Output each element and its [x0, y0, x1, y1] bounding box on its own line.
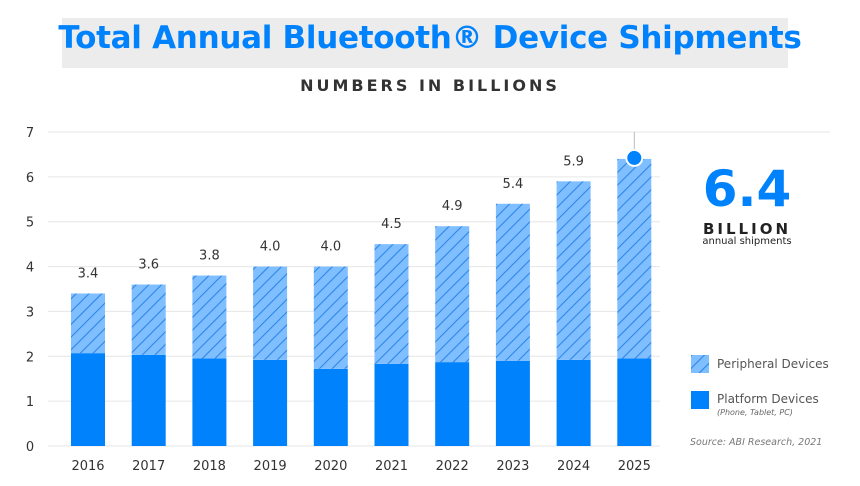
total-label: 5.4 — [503, 177, 524, 192]
x-tick-label: 2021 — [375, 459, 408, 474]
total-label: 4.5 — [381, 217, 402, 232]
legend-note-platform: (Phone, Tablet, PC) — [717, 408, 793, 417]
highlight-marker — [625, 148, 644, 167]
y-tick-label: 0 — [26, 440, 34, 455]
x-tick-label: 2025 — [618, 459, 651, 474]
bar-platform — [617, 358, 652, 446]
bar-platform — [253, 359, 288, 446]
bar-platform — [192, 358, 227, 446]
bar-peripheral — [71, 293, 105, 354]
total-label: 4.9 — [442, 199, 463, 214]
bar-platform — [71, 353, 105, 446]
highlight-value: 6.4 — [702, 160, 792, 218]
x-tick-label: 2017 — [132, 459, 165, 474]
source-note: Source: ABI Research, 2021 — [690, 437, 823, 448]
x-tick-label: 2020 — [314, 459, 347, 474]
bar-peripheral — [313, 266, 348, 369]
y-tick-label: 3 — [26, 305, 34, 320]
x-tick-label: 2019 — [254, 459, 287, 474]
legend-swatch-peripheral — [691, 355, 709, 373]
bar-peripheral — [131, 284, 166, 355]
total-label: 3.6 — [138, 258, 159, 273]
total-label: 3.8 — [199, 249, 220, 264]
total-label: 5.9 — [563, 154, 584, 169]
y-tick-label: 7 — [26, 126, 34, 141]
highlight-caption: annual shipments — [702, 236, 792, 247]
x-tick-label: 2023 — [496, 459, 529, 474]
legend-label-platform: Platform Devices — [717, 392, 819, 406]
bar-platform — [131, 354, 166, 446]
legend-swatch-platform — [691, 391, 709, 409]
chart-subtitle: NUMBERS IN BILLIONS — [300, 76, 560, 95]
bar-platform — [435, 362, 470, 446]
bar-peripheral — [556, 181, 591, 360]
x-tick-label: 2016 — [71, 459, 104, 474]
y-tick-label: 2 — [26, 350, 34, 365]
total-label: 4.0 — [320, 240, 341, 255]
total-label: 4.0 — [260, 240, 281, 255]
total-label: 3.4 — [78, 266, 99, 281]
bar-peripheral — [253, 266, 288, 360]
highlight-unit: BILLION — [702, 220, 792, 238]
bar-platform — [556, 359, 591, 446]
bar-platform — [313, 368, 348, 446]
chart-title: Total Annual Bluetooth® Device Shipments — [58, 20, 802, 56]
x-tick-label: 2022 — [436, 459, 469, 474]
bar-peripheral — [617, 158, 652, 359]
legend-label-peripheral: Peripheral Devices — [717, 357, 829, 371]
bar-platform — [495, 360, 530, 446]
y-tick-label: 5 — [26, 216, 34, 231]
title-banner — [62, 18, 788, 68]
y-tick-label: 6 — [26, 171, 34, 186]
y-tick-label: 1 — [26, 395, 34, 410]
bar-peripheral — [435, 226, 470, 363]
x-tick-label: 2024 — [557, 459, 590, 474]
x-tick-label: 2018 — [193, 459, 226, 474]
bar-peripheral — [192, 275, 227, 359]
bar-peripheral — [374, 244, 409, 364]
bar-platform — [374, 363, 409, 446]
y-tick-label: 4 — [26, 261, 34, 276]
bar-peripheral — [495, 203, 530, 361]
